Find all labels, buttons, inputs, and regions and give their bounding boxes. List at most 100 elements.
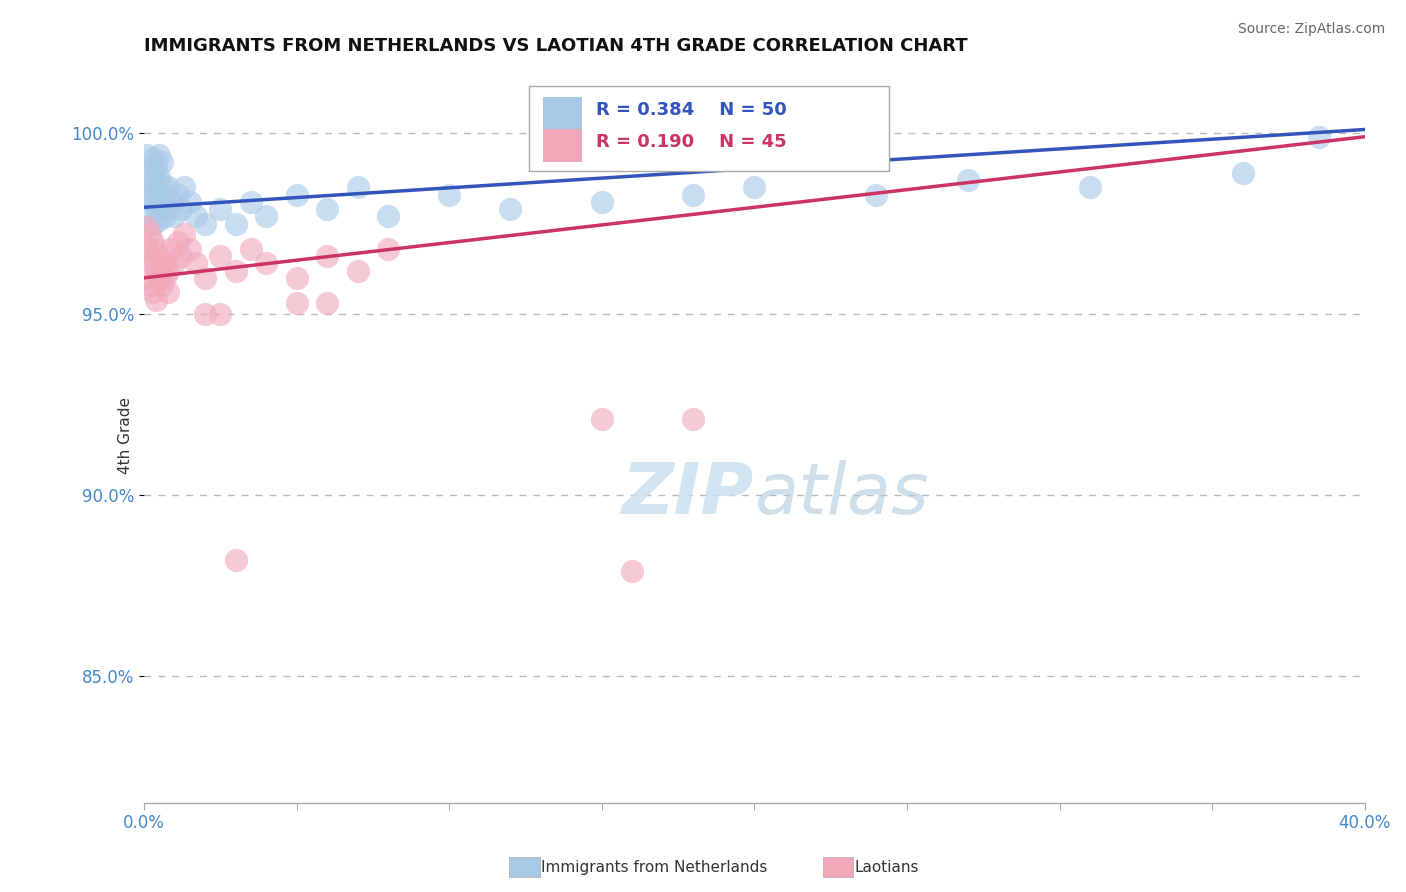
Text: R = 0.384    N = 50: R = 0.384 N = 50 [596, 101, 786, 119]
Point [437, 187, 460, 202]
Point [239, 242, 262, 256]
Point [744, 133, 766, 147]
Point [157, 180, 180, 194]
Point [194, 271, 217, 285]
Point [136, 169, 159, 184]
Point [316, 296, 339, 310]
Point [1078, 180, 1101, 194]
Point [169, 202, 191, 216]
Point [136, 242, 159, 256]
Point [155, 187, 177, 202]
Point [139, 249, 162, 263]
Point [148, 169, 170, 184]
Point [682, 412, 704, 426]
Point [150, 155, 173, 169]
Point [591, 412, 613, 426]
Point [254, 256, 277, 270]
Point [285, 296, 308, 310]
Point [499, 202, 522, 216]
Point [1232, 166, 1254, 180]
Point [316, 202, 339, 216]
Point [377, 210, 399, 224]
Point [148, 213, 170, 227]
Point [150, 198, 173, 212]
Y-axis label: 4th Grade: 4th Grade [118, 397, 132, 474]
Point [285, 271, 308, 285]
Point [142, 235, 165, 249]
Point [160, 242, 183, 256]
Point [145, 159, 167, 173]
Point [145, 263, 167, 277]
Point [142, 256, 165, 270]
Point [169, 249, 191, 263]
Point [225, 263, 247, 277]
Point [316, 249, 339, 263]
Point [142, 285, 165, 300]
Point [145, 293, 167, 307]
Point [377, 242, 399, 256]
Point [155, 256, 177, 270]
Point [163, 256, 186, 270]
Text: Immigrants from Netherlands: Immigrants from Netherlands [541, 860, 768, 874]
Point [145, 202, 167, 216]
Text: atlas: atlas [755, 459, 929, 529]
Point [346, 180, 368, 194]
Point [179, 242, 201, 256]
Point [254, 210, 277, 224]
Point [179, 194, 201, 209]
Point [591, 194, 613, 209]
Text: Laotians: Laotians [855, 860, 920, 874]
Point [157, 263, 180, 277]
Point [184, 256, 207, 270]
Point [142, 194, 165, 209]
Point [865, 187, 887, 202]
Point [139, 162, 162, 177]
Point [136, 191, 159, 205]
Point [150, 278, 173, 293]
Point [157, 285, 180, 300]
Point [157, 202, 180, 216]
Point [621, 564, 644, 578]
FancyBboxPatch shape [529, 87, 889, 170]
Point [148, 148, 170, 162]
Point [136, 148, 159, 162]
Point [1308, 129, 1330, 144]
Point [145, 242, 167, 256]
Text: R = 0.190    N = 45: R = 0.190 N = 45 [596, 133, 786, 151]
Point [285, 187, 308, 202]
Point [136, 220, 159, 235]
Point [142, 217, 165, 231]
Point [209, 202, 232, 216]
Text: Source: ZipAtlas.com: Source: ZipAtlas.com [1237, 22, 1385, 37]
FancyBboxPatch shape [543, 97, 582, 130]
Point [346, 263, 368, 277]
Point [184, 210, 207, 224]
Point [239, 194, 262, 209]
Point [139, 227, 162, 242]
Point [136, 271, 159, 285]
Point [145, 180, 167, 194]
Point [142, 173, 165, 187]
Text: ZIP: ZIP [621, 459, 755, 529]
Point [139, 205, 162, 219]
Point [194, 217, 217, 231]
Point [139, 184, 162, 198]
Point [225, 553, 247, 567]
Point [166, 187, 188, 202]
Point [148, 271, 170, 285]
Point [957, 173, 980, 187]
Point [209, 307, 232, 321]
Point [173, 180, 195, 194]
Point [225, 217, 247, 231]
Text: IMMIGRANTS FROM NETHERLANDS VS LAOTIAN 4TH GRADE CORRELATION CHART: IMMIGRANTS FROM NETHERLANDS VS LAOTIAN 4… [143, 37, 967, 55]
Point [682, 187, 704, 202]
Point [194, 307, 217, 321]
Point [155, 271, 177, 285]
Point [173, 227, 195, 242]
Point [209, 249, 232, 263]
Point [155, 210, 177, 224]
Point [142, 152, 165, 166]
Point [150, 263, 173, 277]
Point [163, 210, 186, 224]
Point [744, 180, 766, 194]
